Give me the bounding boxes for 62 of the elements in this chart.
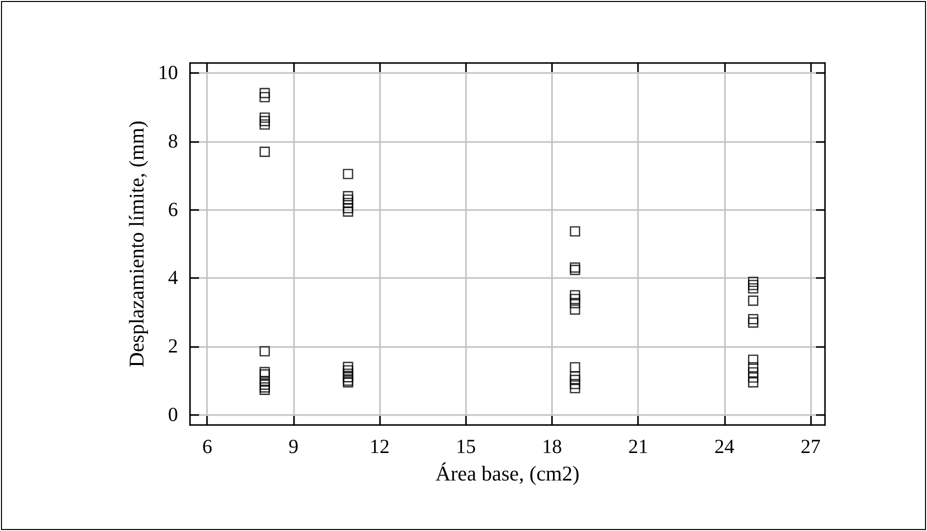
point bbox=[748, 314, 758, 324]
point bbox=[342, 168, 354, 180]
x-tick-label: 18 bbox=[542, 436, 562, 458]
point bbox=[570, 290, 580, 300]
point bbox=[260, 376, 270, 387]
x-axis-title: Área base, (cm2) bbox=[435, 462, 580, 486]
point bbox=[260, 119, 270, 130]
point bbox=[570, 304, 580, 315]
point bbox=[260, 346, 270, 356]
point bbox=[260, 146, 270, 157]
point bbox=[748, 283, 758, 294]
point bbox=[260, 92, 270, 102]
point bbox=[260, 369, 270, 380]
point bbox=[570, 362, 580, 372]
point bbox=[342, 206, 354, 217]
point bbox=[260, 382, 270, 393]
point bbox=[570, 374, 580, 386]
x-tick-label: 21 bbox=[628, 436, 648, 458]
point bbox=[342, 372, 354, 382]
x-tick-label: 27 bbox=[800, 436, 821, 458]
point bbox=[260, 112, 270, 123]
x-tick-label: 15 bbox=[456, 436, 476, 458]
y-axis-title: Desplazamiento límite, (mm) bbox=[124, 120, 149, 368]
point bbox=[342, 198, 354, 208]
point bbox=[748, 367, 758, 378]
point bbox=[748, 377, 758, 388]
y-tick-label: 4 bbox=[168, 267, 178, 290]
point bbox=[748, 372, 758, 383]
point bbox=[570, 298, 580, 308]
y-tick-label: 10 bbox=[158, 62, 178, 84]
point bbox=[260, 366, 270, 378]
y-tick-label: 0 bbox=[168, 404, 178, 426]
point bbox=[570, 378, 580, 390]
point bbox=[748, 280, 758, 290]
point bbox=[260, 116, 270, 126]
x-tick-label: 6 bbox=[202, 436, 212, 458]
point bbox=[342, 368, 354, 379]
point bbox=[570, 226, 580, 237]
point bbox=[570, 262, 580, 273]
point bbox=[342, 194, 354, 205]
point bbox=[748, 317, 758, 328]
point bbox=[570, 264, 580, 276]
y-tick-label: 2 bbox=[168, 335, 178, 358]
x-tick-label: 9 bbox=[288, 436, 298, 458]
point bbox=[342, 202, 354, 214]
point bbox=[570, 371, 580, 382]
x-tick-label: 24 bbox=[714, 436, 734, 458]
point bbox=[342, 362, 354, 372]
point bbox=[342, 191, 354, 202]
x-tick-label: 12 bbox=[370, 436, 390, 458]
point bbox=[342, 365, 354, 376]
point bbox=[260, 380, 270, 390]
point bbox=[748, 296, 758, 306]
point bbox=[260, 384, 270, 395]
point bbox=[260, 88, 270, 98]
point bbox=[748, 354, 758, 365]
point bbox=[570, 294, 580, 304]
y-tick-label: 8 bbox=[168, 130, 178, 153]
point bbox=[748, 362, 758, 372]
point bbox=[570, 382, 580, 394]
y-tick-label: 6 bbox=[168, 198, 178, 221]
point bbox=[748, 276, 758, 288]
